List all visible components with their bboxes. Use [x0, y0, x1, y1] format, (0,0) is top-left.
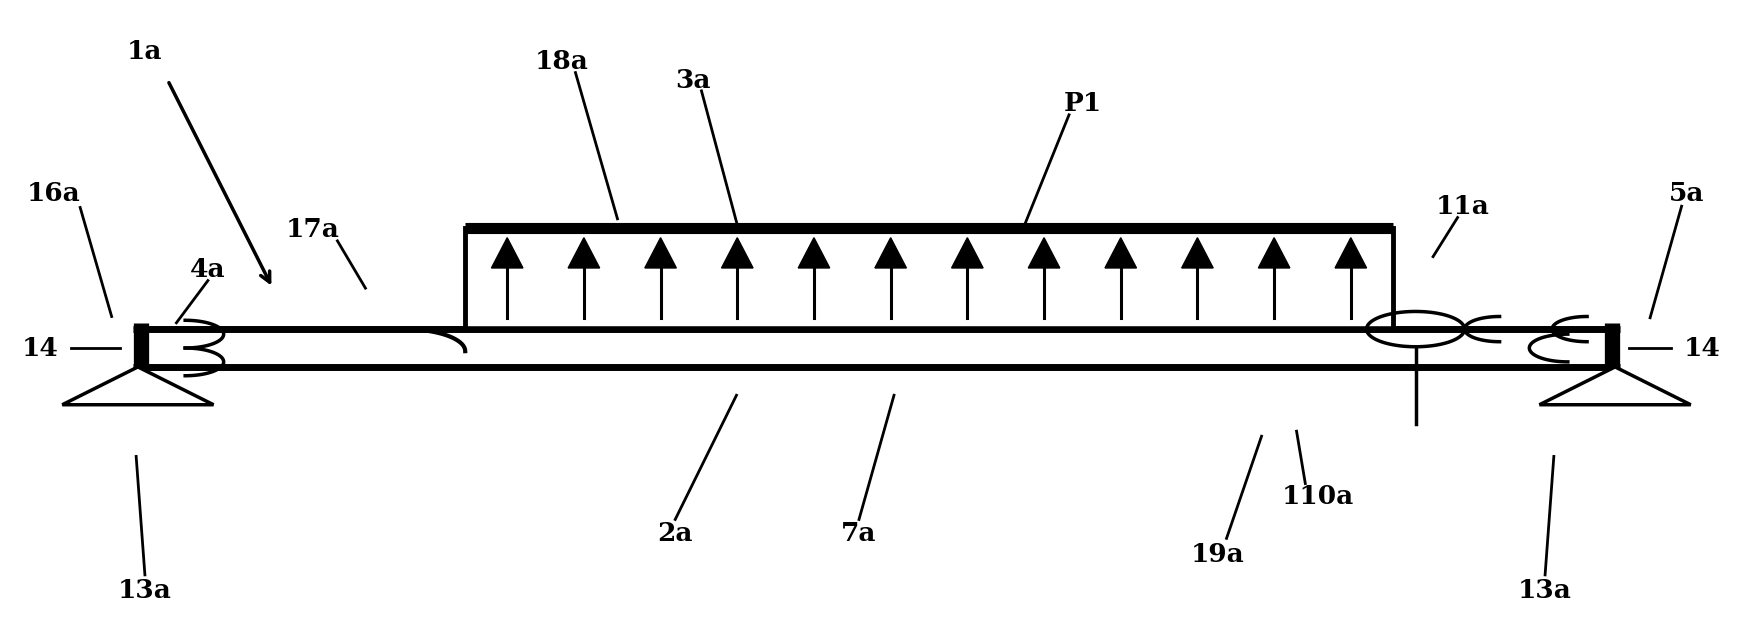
- Text: 2a: 2a: [657, 522, 692, 546]
- Polygon shape: [1259, 238, 1290, 268]
- Polygon shape: [1104, 238, 1136, 268]
- Polygon shape: [875, 238, 906, 268]
- Text: 14: 14: [21, 335, 58, 361]
- Polygon shape: [491, 238, 522, 268]
- Text: 110a: 110a: [1281, 484, 1353, 508]
- Polygon shape: [722, 238, 754, 268]
- Text: 1a: 1a: [128, 39, 163, 65]
- Polygon shape: [1182, 238, 1213, 268]
- Text: 7a: 7a: [841, 522, 876, 546]
- Text: 11a: 11a: [1436, 194, 1490, 219]
- Polygon shape: [465, 229, 1394, 329]
- Polygon shape: [645, 238, 677, 268]
- Text: 3a: 3a: [675, 68, 710, 92]
- Polygon shape: [1336, 238, 1367, 268]
- Text: 17a: 17a: [286, 217, 340, 242]
- Text: 5a: 5a: [1669, 181, 1704, 206]
- Text: P1: P1: [1064, 91, 1103, 116]
- Text: 13a: 13a: [1518, 578, 1572, 603]
- Text: 4a: 4a: [189, 257, 226, 282]
- Polygon shape: [1029, 238, 1061, 268]
- Polygon shape: [952, 238, 983, 268]
- Polygon shape: [798, 238, 829, 268]
- Polygon shape: [1539, 367, 1690, 404]
- Polygon shape: [568, 238, 600, 268]
- Polygon shape: [133, 329, 1620, 367]
- Text: 14: 14: [1685, 335, 1721, 361]
- Text: 16a: 16a: [26, 181, 81, 206]
- Text: 13a: 13a: [117, 578, 172, 603]
- Text: 18a: 18a: [535, 49, 589, 74]
- Polygon shape: [63, 367, 214, 404]
- Text: 19a: 19a: [1190, 542, 1245, 567]
